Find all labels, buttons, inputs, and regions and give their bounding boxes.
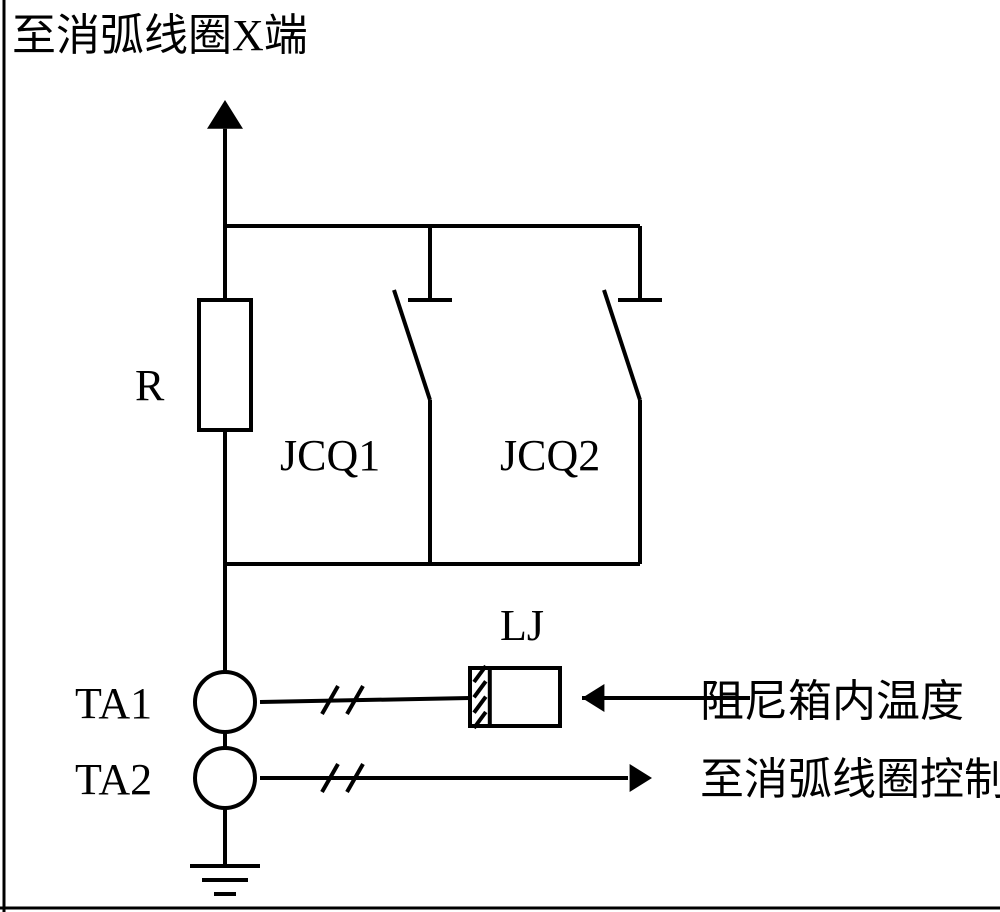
label-ct-TA2: TA2 [75, 755, 152, 804]
ct-TA1 [195, 672, 255, 732]
label-controller: 至消弧线圈控制器 [700, 755, 1000, 804]
label-switch-JCQ1: JCQ1 [280, 431, 380, 480]
label-damping-temp: 阻尼箱内温度 [700, 677, 964, 726]
ct-TA2 [195, 748, 255, 808]
label-LJ: LJ [500, 601, 544, 650]
label-top: 至消弧线圈X端 [12, 11, 308, 60]
resistor-R [199, 300, 251, 430]
label-switch-JCQ2: JCQ2 [500, 431, 600, 480]
label-R: R [135, 361, 165, 410]
label-ct-TA1: TA1 [75, 679, 152, 728]
